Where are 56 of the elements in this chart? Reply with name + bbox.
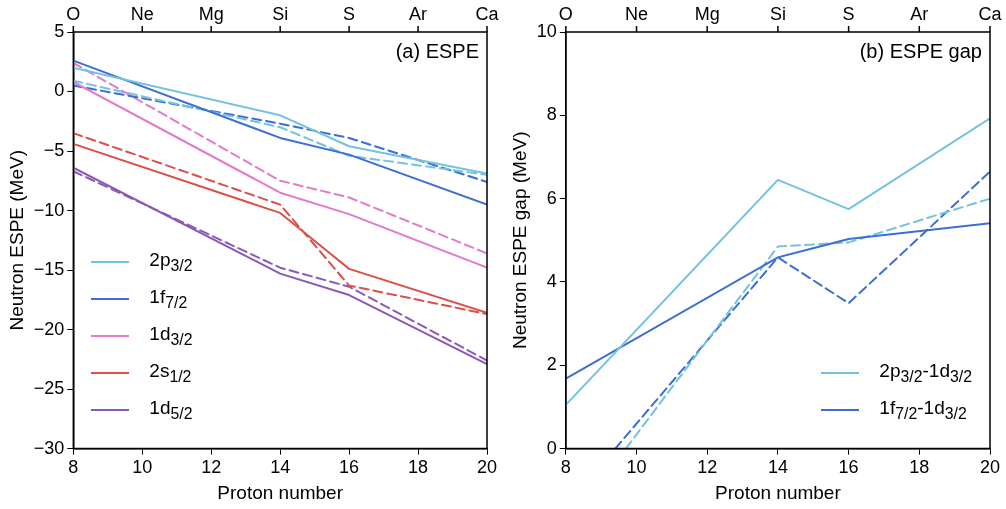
y-tick-label: 6 bbox=[546, 187, 557, 208]
text: Ne bbox=[625, 3, 649, 24]
y-tick-label: 0 bbox=[546, 437, 557, 458]
y-tick-label: −15 bbox=[33, 259, 65, 280]
x-tick-label: 14 bbox=[270, 457, 291, 478]
y-tick-label: 10 bbox=[536, 20, 557, 41]
x-tick-label: 10 bbox=[132, 457, 153, 478]
text: Ca bbox=[475, 3, 500, 24]
x-tick-label: 14 bbox=[767, 457, 788, 478]
y-tick-label: 0 bbox=[54, 80, 65, 101]
x-tick-label: 12 bbox=[697, 457, 718, 478]
y-tick-label: −25 bbox=[33, 378, 65, 399]
y-tick-label: 8 bbox=[546, 104, 557, 125]
x-tick-label: 16 bbox=[339, 457, 360, 478]
x-tick-label: 18 bbox=[408, 457, 429, 478]
y-axis-title: Neutron ESPE (MeV) bbox=[5, 150, 27, 331]
text: Si bbox=[272, 3, 289, 24]
x-tick-label: 20 bbox=[979, 457, 1001, 478]
y-tick-label: −20 bbox=[33, 318, 65, 339]
y-tick-label: −30 bbox=[33, 437, 65, 458]
x-tick-label: 8 bbox=[560, 457, 571, 478]
x-axis-title: Proton number bbox=[715, 481, 842, 503]
line-series bbox=[73, 61, 487, 255]
x-axis-title: Proton number bbox=[217, 481, 344, 503]
y-tick-label: 4 bbox=[546, 270, 557, 291]
text: Mg bbox=[694, 3, 720, 24]
y-tick-label: 2 bbox=[546, 354, 557, 375]
x-tick-label: 8 bbox=[68, 457, 79, 478]
y-tick-label: −5 bbox=[43, 140, 65, 160]
y-tick-label: −10 bbox=[33, 199, 65, 220]
text: S bbox=[842, 3, 855, 24]
text: S bbox=[343, 3, 356, 24]
text: O bbox=[558, 3, 573, 24]
legend-label: 1f$_{7/2}$ bbox=[149, 286, 188, 312]
text: Ne bbox=[130, 3, 154, 24]
x-tick-label: 18 bbox=[909, 457, 930, 478]
legend-label: 2s$_{1/2}$ bbox=[149, 360, 192, 386]
text: O bbox=[66, 3, 81, 24]
x-tick-label: 16 bbox=[838, 457, 859, 478]
text: Ca bbox=[978, 3, 1003, 24]
annotation: (a) ESPE bbox=[395, 40, 479, 63]
y-axis-title: Neutron ESPE gap (MeV) bbox=[508, 131, 530, 350]
text: Ar bbox=[409, 3, 428, 24]
y-tick-label: 5 bbox=[54, 20, 65, 41]
legend-label: 1d$_{3/2}$ bbox=[149, 323, 193, 349]
x-tick-label: 10 bbox=[626, 457, 647, 478]
legend-label: 1d$_{5/2}$ bbox=[149, 397, 193, 423]
legend-label: 2p$_{3/2}$ bbox=[149, 249, 193, 275]
text: Mg bbox=[198, 3, 224, 24]
legend-label: 2p$_{3/2}$-1d$_{3/2}$ bbox=[879, 360, 972, 386]
x-tick-label: 12 bbox=[201, 457, 222, 478]
legend-label: 1f$_{7/2}$-1d$_{3/2}$ bbox=[879, 397, 967, 423]
text: Si bbox=[769, 3, 786, 24]
x-tick-label: 20 bbox=[476, 457, 498, 478]
text: Ar bbox=[910, 3, 929, 24]
annotation: (b) ESPE gap bbox=[859, 40, 982, 63]
